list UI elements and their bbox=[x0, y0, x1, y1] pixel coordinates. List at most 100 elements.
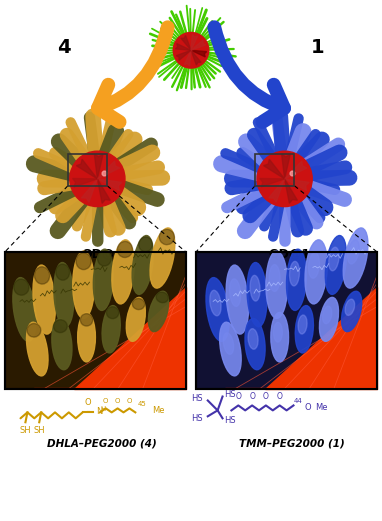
Text: Me: Me bbox=[152, 406, 165, 415]
FancyArrowPatch shape bbox=[214, 27, 284, 122]
Bar bbox=[5, 252, 186, 389]
Ellipse shape bbox=[80, 314, 93, 326]
Polygon shape bbox=[97, 179, 122, 191]
Polygon shape bbox=[285, 179, 298, 203]
Text: QD@4: QD@4 bbox=[81, 248, 123, 261]
Text: HS: HS bbox=[225, 416, 236, 425]
Text: O: O bbox=[263, 392, 269, 402]
Polygon shape bbox=[175, 44, 191, 50]
Polygon shape bbox=[285, 161, 307, 179]
Ellipse shape bbox=[78, 313, 96, 362]
Text: HS: HS bbox=[191, 394, 203, 403]
Circle shape bbox=[257, 151, 312, 207]
Ellipse shape bbox=[248, 329, 258, 349]
Text: SH: SH bbox=[34, 426, 45, 435]
Polygon shape bbox=[81, 179, 97, 202]
Polygon shape bbox=[225, 306, 377, 389]
Ellipse shape bbox=[329, 247, 339, 271]
Ellipse shape bbox=[150, 228, 175, 288]
Polygon shape bbox=[285, 179, 309, 191]
Ellipse shape bbox=[305, 240, 327, 304]
Text: O: O bbox=[103, 399, 108, 404]
Ellipse shape bbox=[322, 306, 332, 324]
Text: SH: SH bbox=[19, 426, 31, 435]
Ellipse shape bbox=[343, 228, 368, 288]
Ellipse shape bbox=[298, 315, 307, 334]
Ellipse shape bbox=[250, 276, 260, 301]
Text: DHLA–PEG2000 (4): DHLA–PEG2000 (4) bbox=[47, 438, 157, 448]
Ellipse shape bbox=[132, 299, 145, 309]
Ellipse shape bbox=[26, 322, 48, 376]
Text: O: O bbox=[249, 392, 255, 402]
Text: O: O bbox=[115, 399, 120, 404]
Ellipse shape bbox=[230, 279, 241, 306]
Polygon shape bbox=[74, 287, 186, 389]
Polygon shape bbox=[260, 179, 285, 187]
Bar bbox=[5, 252, 186, 389]
Ellipse shape bbox=[226, 265, 249, 334]
Polygon shape bbox=[282, 154, 290, 179]
Ellipse shape bbox=[148, 291, 168, 332]
Polygon shape bbox=[191, 34, 197, 50]
Polygon shape bbox=[269, 179, 285, 202]
Ellipse shape bbox=[52, 318, 72, 370]
Text: O: O bbox=[127, 399, 132, 404]
Ellipse shape bbox=[76, 253, 91, 269]
Text: 44: 44 bbox=[294, 399, 303, 404]
Bar bbox=[196, 252, 377, 389]
Ellipse shape bbox=[33, 265, 55, 334]
Ellipse shape bbox=[223, 333, 234, 354]
Ellipse shape bbox=[206, 278, 229, 341]
Text: O: O bbox=[305, 403, 312, 412]
Ellipse shape bbox=[247, 263, 267, 327]
Polygon shape bbox=[97, 179, 110, 203]
Text: TMM–PEG2000 (1): TMM–PEG2000 (1) bbox=[239, 438, 345, 448]
Ellipse shape bbox=[295, 306, 313, 353]
Ellipse shape bbox=[271, 313, 288, 362]
Ellipse shape bbox=[117, 241, 133, 257]
Polygon shape bbox=[73, 179, 97, 187]
Polygon shape bbox=[181, 35, 191, 50]
Ellipse shape bbox=[54, 263, 74, 327]
Ellipse shape bbox=[342, 291, 362, 332]
Ellipse shape bbox=[139, 237, 152, 252]
Polygon shape bbox=[76, 159, 97, 179]
Ellipse shape bbox=[107, 307, 119, 319]
Ellipse shape bbox=[348, 240, 359, 264]
Ellipse shape bbox=[345, 299, 354, 315]
Polygon shape bbox=[264, 159, 285, 179]
Text: 4: 4 bbox=[57, 38, 71, 57]
Polygon shape bbox=[97, 161, 120, 179]
Ellipse shape bbox=[97, 251, 111, 266]
Text: HS: HS bbox=[225, 390, 236, 399]
Ellipse shape bbox=[27, 324, 41, 337]
Ellipse shape bbox=[210, 290, 221, 316]
Ellipse shape bbox=[13, 278, 36, 341]
Text: O: O bbox=[235, 392, 241, 402]
Text: O: O bbox=[84, 399, 91, 407]
Text: HS: HS bbox=[191, 414, 203, 423]
Bar bbox=[255, 154, 295, 186]
Circle shape bbox=[173, 32, 209, 68]
Text: QD@1: QD@1 bbox=[269, 248, 311, 261]
Ellipse shape bbox=[56, 264, 70, 280]
Ellipse shape bbox=[132, 235, 153, 294]
Ellipse shape bbox=[126, 297, 146, 341]
Ellipse shape bbox=[325, 235, 346, 294]
Polygon shape bbox=[185, 50, 191, 66]
Ellipse shape bbox=[102, 306, 120, 353]
Text: 45: 45 bbox=[138, 401, 147, 407]
Ellipse shape bbox=[93, 249, 113, 311]
Ellipse shape bbox=[269, 265, 280, 291]
Ellipse shape bbox=[159, 229, 175, 245]
Ellipse shape bbox=[73, 251, 94, 318]
Bar bbox=[196, 252, 377, 389]
Polygon shape bbox=[34, 306, 186, 389]
Ellipse shape bbox=[156, 292, 168, 303]
Ellipse shape bbox=[14, 279, 29, 295]
Ellipse shape bbox=[319, 297, 338, 341]
Text: O: O bbox=[277, 392, 283, 402]
Point bbox=[288, 169, 295, 178]
Ellipse shape bbox=[309, 253, 319, 278]
Ellipse shape bbox=[245, 318, 265, 370]
